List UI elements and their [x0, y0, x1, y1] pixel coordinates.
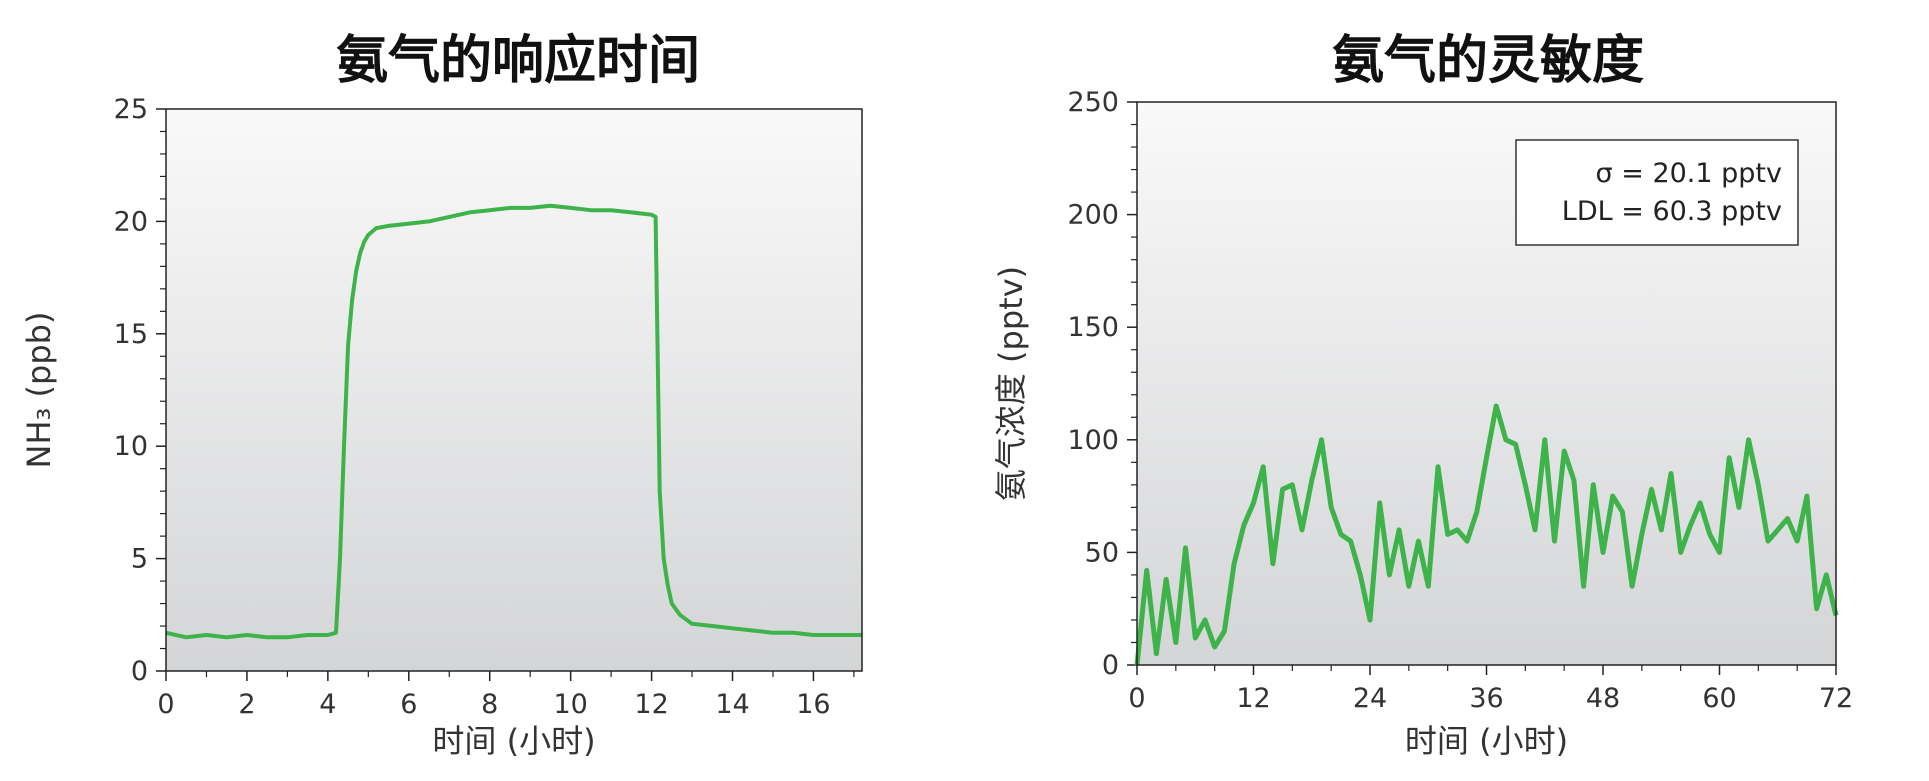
y-axis-label-0: NH₃ (ppb): [20, 312, 58, 469]
x-tick-label-0-1: 2: [238, 689, 255, 720]
annotation-box: [1515, 139, 1799, 246]
y-tick-label-0-2: 10: [114, 431, 148, 462]
x-tick-label-0-7: 14: [715, 689, 749, 720]
y-tick-label-1-1: 50: [1085, 537, 1119, 568]
plot-frame-1: [1136, 101, 1837, 666]
y-axis-label-1: 氨气浓度 (pptv): [992, 266, 1030, 501]
y-tick-label-0-0: 0: [131, 656, 148, 687]
chart-title-response-time: 氨气的响应时间: [335, 31, 700, 91]
plot-area-0: [166, 109, 862, 671]
x-tick-label-0-4: 8: [481, 689, 498, 720]
x-tick-label-1-4: 48: [1586, 683, 1620, 714]
plot-frame-0: [165, 108, 863, 672]
y-tick-label-0-4: 20: [114, 206, 148, 237]
y-tick-label-1-5: 250: [1067, 87, 1119, 118]
y-tick-label-0-3: 15: [114, 319, 148, 350]
annotation-text-1: LDL = 60.3 pptv: [1562, 196, 1782, 227]
x-tick-label-0-6: 12: [634, 689, 668, 720]
x-tick-label-1-1: 12: [1236, 683, 1270, 714]
y-tick-label-1-3: 150: [1067, 312, 1119, 343]
y-tick-label-0-1: 5: [131, 544, 148, 575]
x-tick-label-0-8: 16: [796, 689, 830, 720]
y-tick-label-1-0: 0: [1102, 650, 1119, 681]
y-tick-label-0-5: 25: [114, 94, 148, 125]
x-tick-label-0-5: 10: [553, 689, 587, 720]
x-tick-label-1-2: 24: [1353, 683, 1387, 714]
x-tick-label-1-6: 72: [1819, 683, 1853, 714]
x-tick-label-0-0: 0: [157, 689, 174, 720]
x-axis-label-0: 时间 (小时): [432, 722, 595, 760]
x-tick-label-0-3: 6: [400, 689, 417, 720]
x-tick-label-0-2: 4: [319, 689, 336, 720]
x-tick-label-1-5: 60: [1702, 683, 1736, 714]
chart-title-sensitivity: 氨气的灵敏度: [1331, 31, 1644, 91]
y-tick-label-1-2: 100: [1067, 425, 1119, 456]
x-tick-label-1-0: 0: [1128, 683, 1145, 714]
x-axis-label-1: 时间 (小时): [1405, 722, 1568, 760]
x-tick-label-1-3: 36: [1469, 683, 1503, 714]
annotation-text-0: σ = 20.1 pptv: [1596, 158, 1782, 189]
y-tick-label-1-4: 200: [1067, 200, 1119, 231]
